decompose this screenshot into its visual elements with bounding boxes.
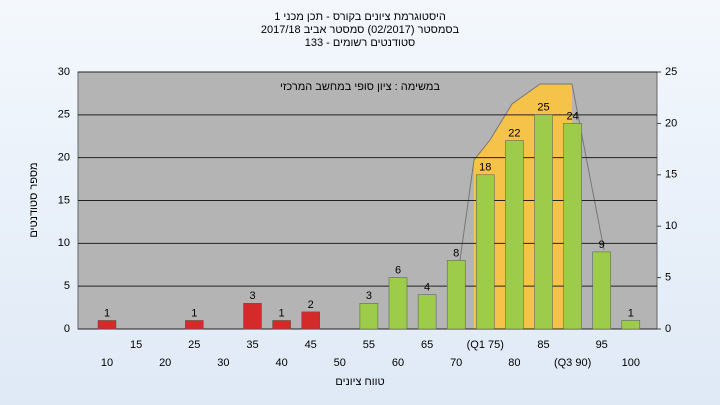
bar: [301, 311, 320, 330]
data-label: 1: [628, 307, 634, 319]
bar: [621, 320, 641, 330]
data-label: 18: [479, 162, 491, 174]
y-tick-label: 25: [58, 109, 70, 121]
x-tick-label: 15: [130, 339, 142, 351]
chart-subtitle: סטודנטים רשומים - 133: [305, 37, 416, 49]
x-tick-label: 50: [334, 357, 346, 369]
data-label: 8: [453, 247, 459, 259]
y2-tick-label: 5: [665, 272, 671, 284]
x-tick-label: 65: [421, 339, 433, 351]
bar: [359, 303, 379, 330]
y-tick-label: 10: [58, 237, 70, 249]
y2-tick-label: 25: [665, 66, 677, 78]
x-tick-label: 95: [596, 339, 608, 351]
x-tick-label: 20: [159, 357, 171, 369]
y-axis-label: מספר סטודנטים: [28, 162, 40, 237]
bar: [243, 303, 262, 330]
y2-tick-label: 15: [665, 169, 677, 181]
bar: [476, 174, 495, 330]
data-label: 3: [249, 290, 255, 302]
y2-tick-label: 10: [665, 220, 677, 232]
bar: [446, 260, 466, 330]
x-tick-label: 85: [537, 339, 549, 351]
x-tick-label: 100: [622, 357, 640, 369]
y-tick-label: 5: [64, 280, 70, 292]
x-tick-label: 70: [450, 357, 462, 369]
x-tick-label: 45: [305, 339, 317, 351]
data-label: 1: [104, 307, 110, 319]
data-label: 25: [537, 102, 549, 114]
x-axis-label: טווח ציונים: [335, 376, 384, 388]
x-tick-label: 25: [188, 339, 200, 351]
data-label: 24: [566, 110, 578, 122]
bar: [534, 114, 553, 330]
bar: [388, 277, 408, 330]
data-label: 4: [424, 282, 430, 294]
bar: [592, 251, 611, 330]
y2-tick-label: 20: [665, 117, 677, 129]
x-tick-label: 80: [508, 357, 520, 369]
y2-tick-label: 0: [665, 323, 671, 335]
data-label: 9: [599, 239, 605, 251]
x-tick-label: 55: [363, 339, 375, 351]
y-tick-label: 15: [58, 194, 70, 206]
trend-line: [459, 83, 605, 261]
data-label: 6: [395, 265, 401, 277]
data-label: 2: [308, 299, 314, 311]
data-label: 1: [191, 307, 197, 319]
y-tick-label: 0: [64, 323, 70, 335]
x-tick-label: 60: [392, 357, 404, 369]
bar: [272, 320, 291, 330]
x-tick-label: (Q1 75): [467, 339, 504, 351]
bar: [505, 140, 524, 330]
x-tick-label: (Q3 90): [554, 357, 591, 369]
bar: [563, 123, 582, 330]
data-label: 1: [279, 307, 285, 319]
chart-title: היסטוגרמת ציונים בקורס - תכן מכני 1: [274, 11, 446, 23]
y-tick-label: 20: [58, 152, 70, 164]
bar: [185, 320, 204, 330]
data-label: 3: [366, 290, 372, 302]
x-tick-label: 10: [101, 357, 113, 369]
bar: [97, 320, 117, 330]
y-tick-label: 30: [58, 66, 70, 78]
bar: [417, 294, 437, 330]
annotation: במשימה : ציון סופי במחשב המרכזי: [280, 81, 440, 93]
x-tick-label: 35: [246, 339, 258, 351]
x-tick-label: 40: [275, 357, 287, 369]
x-tick-label: 30: [217, 357, 229, 369]
data-label: 22: [508, 127, 520, 139]
chart-subtitle: בסמסטר (02/2017) סמסטר אביב 2017/18: [261, 24, 460, 36]
